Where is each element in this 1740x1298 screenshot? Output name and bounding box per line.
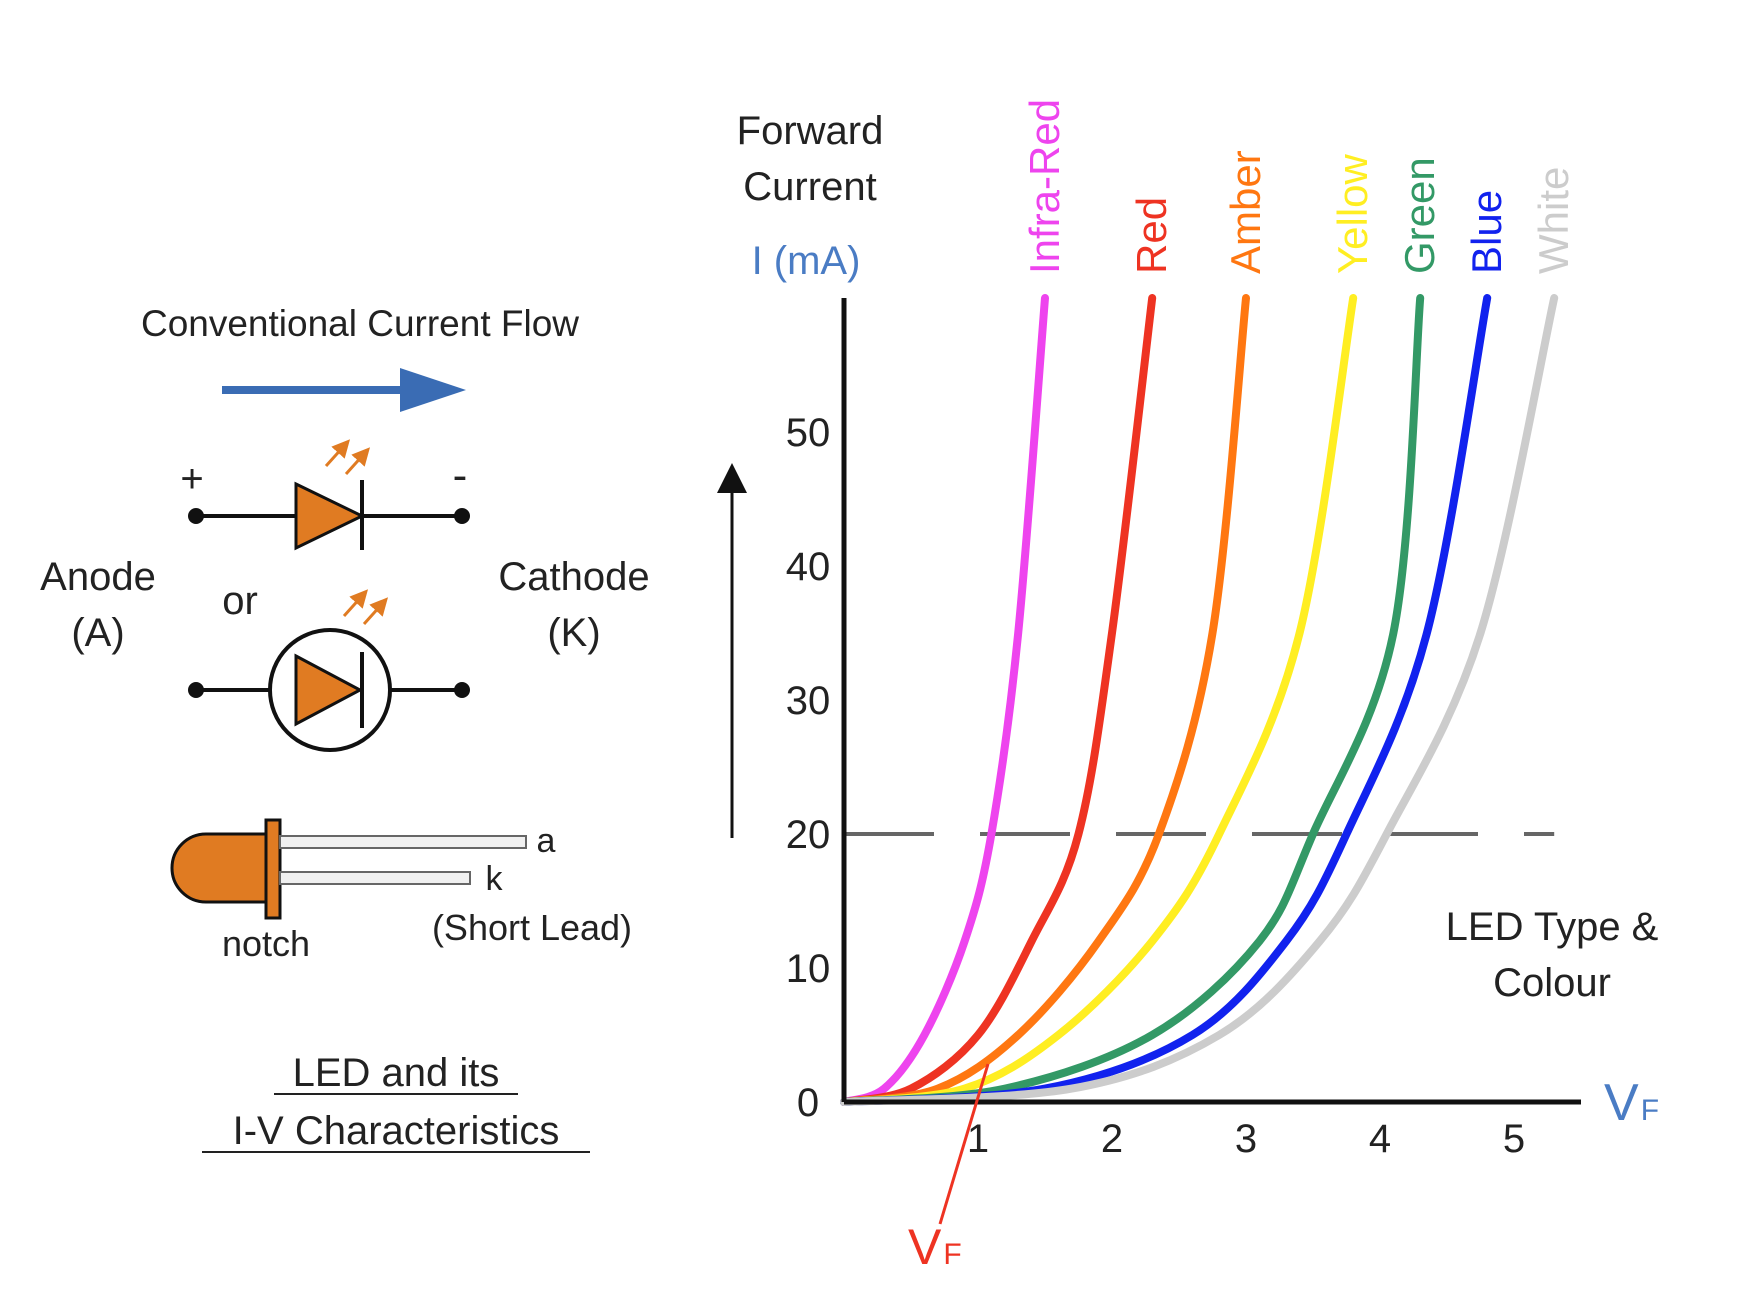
y-tick-label: 0 xyxy=(797,1081,819,1125)
notch-label: notch xyxy=(222,923,310,964)
x-tick-labels: 1 2 3 4 5 xyxy=(967,1117,1525,1161)
x-tick-label: 3 xyxy=(1235,1117,1257,1161)
anode-label-line2: (A) xyxy=(71,611,124,655)
led-flange xyxy=(264,818,282,920)
x-axis-label: VF xyxy=(1604,1074,1659,1132)
series-label-red: Red xyxy=(1128,197,1175,274)
caption-line1: LED and its xyxy=(293,1051,500,1095)
current-flow-label: Conventional Current Flow xyxy=(141,303,579,344)
curve-yellow xyxy=(840,294,1358,1106)
led-symbol-plain: + - xyxy=(180,439,470,551)
curve-amber xyxy=(840,294,1250,1106)
x-tick-label: 2 xyxy=(1101,1117,1123,1161)
curve-infra-red xyxy=(840,294,1049,1106)
x-tick-label: 4 xyxy=(1369,1117,1391,1161)
y-tick-label: 40 xyxy=(786,545,831,589)
led-type-label-line2: Colour xyxy=(1493,961,1611,1005)
caption-line2: I-V Characteristics xyxy=(233,1109,560,1153)
caption: LED and its I-V Characteristics xyxy=(202,1051,590,1153)
minus-sign: - xyxy=(453,451,468,500)
series-label-blue: Blue xyxy=(1463,190,1510,274)
y-tick-label: 30 xyxy=(786,679,831,723)
series-label-amber: Amber xyxy=(1222,150,1269,274)
led-type-label-line1: LED Type & xyxy=(1446,905,1659,949)
lead-a-label: a xyxy=(537,822,556,860)
vf-marker-line xyxy=(938,1063,990,1225)
y-tick-label: 10 xyxy=(786,947,831,991)
series-label-infra-red: Infra-Red xyxy=(1021,99,1068,274)
light-rays-icon xyxy=(324,439,371,476)
left-panel: Conventional Current Flow + - Anode (A) … xyxy=(40,303,650,1153)
diode-triangle xyxy=(294,481,366,551)
y-label-line1: Forward xyxy=(737,109,884,153)
curve-red xyxy=(840,294,1157,1106)
iv-graph: Forward Current I (mA) 0 10 20 30 40 50 1 2 3 4 5… xyxy=(717,99,1659,1275)
led-physical: a k notch (Short Lead) xyxy=(170,818,632,964)
series-label-yellow: Yellow xyxy=(1329,153,1376,274)
y-label-unit: I (mA) xyxy=(752,239,861,283)
current-flow-arrow xyxy=(222,368,466,412)
short-lead-label: (Short Lead) xyxy=(432,907,632,948)
y-tick-labels: 0 10 20 30 40 50 xyxy=(786,411,831,1125)
curve-green xyxy=(840,294,1425,1106)
series-label-white: White xyxy=(1530,167,1577,274)
vf-marker-label: VF xyxy=(908,1219,962,1275)
anode-label-line1: Anode xyxy=(40,555,156,599)
or-label: or xyxy=(222,579,258,623)
lead-cathode xyxy=(279,871,471,885)
light-rays-icon xyxy=(342,589,389,626)
lead-anode xyxy=(279,835,527,849)
x-tick-label: 5 xyxy=(1503,1117,1525,1161)
series-label-green: Green xyxy=(1396,157,1443,274)
y-tick-label: 50 xyxy=(786,411,831,455)
x-tick-label: 1 xyxy=(967,1117,989,1161)
iv-curves xyxy=(840,294,1559,1106)
curve-white xyxy=(840,294,1559,1106)
y-tick-label: 20 xyxy=(786,813,831,857)
curve-blue xyxy=(840,294,1492,1106)
cathode-label-line2: (K) xyxy=(547,611,600,655)
led-body xyxy=(170,832,270,904)
plus-sign: + xyxy=(180,457,203,501)
y-label-line2: Current xyxy=(743,165,876,209)
led-symbol-circled xyxy=(188,589,470,752)
lead-k-label: k xyxy=(486,860,504,898)
cathode-label-line1: Cathode xyxy=(498,555,649,599)
series-labels: Infra-Red Red Amber Yellow Green Blue White xyxy=(1021,99,1577,274)
